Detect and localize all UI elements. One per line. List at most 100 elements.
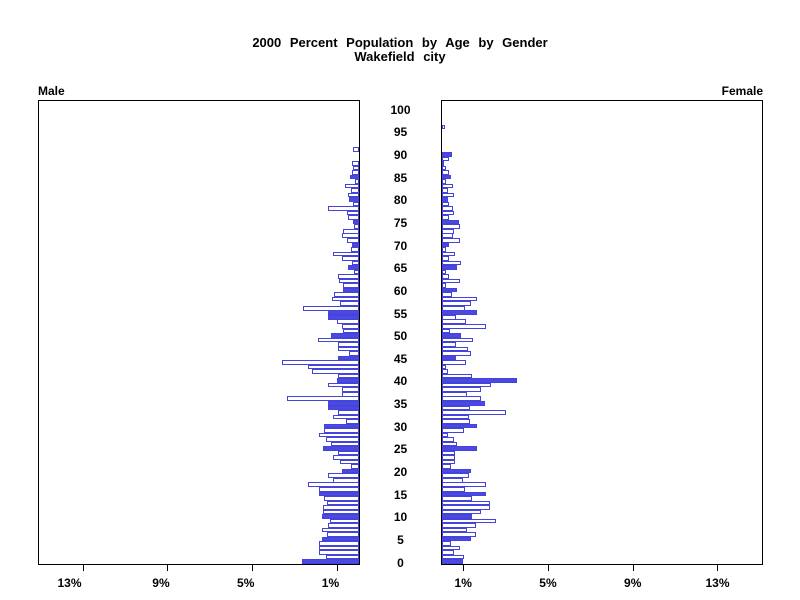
- female-bar-age-29: [442, 428, 465, 433]
- male-bar-age-53: [337, 319, 359, 325]
- male-bar-age-13: [326, 500, 359, 506]
- male-bar-age-14: [324, 496, 359, 501]
- male-bar-age-43: [307, 364, 359, 370]
- male-bar-age-34: [327, 405, 359, 411]
- female-bar-age-5: [442, 536, 471, 542]
- female-bar-age-31: [442, 419, 471, 424]
- female-bar-age-51: [442, 328, 451, 334]
- x-axis-tick: [547, 565, 549, 571]
- male-bar-age-36: [286, 396, 359, 402]
- female-bar-age-11: [442, 509, 481, 515]
- female-bar-age-7: [442, 527, 467, 533]
- female-bar-age-10: [442, 514, 472, 519]
- female-bar-age-69: [442, 247, 447, 252]
- female-bar-age-2: [442, 550, 455, 555]
- female-bar-age-74: [442, 224, 460, 230]
- female-bar-age-45: [442, 355, 456, 361]
- age-tick-label-80: 80: [393, 193, 408, 208]
- female-axis-label: Female: [721, 84, 763, 98]
- age-tick-label-40: 40: [393, 374, 408, 389]
- female-bar-age-62: [442, 278, 460, 284]
- age-tick-label-70: 70: [393, 238, 408, 253]
- male-bar-age-47: [338, 346, 359, 352]
- male-bar-age-65: [347, 265, 359, 270]
- age-tick-label-55: 55: [393, 306, 408, 321]
- female-bar-age-22: [442, 459, 456, 465]
- female-bar-age-65: [442, 265, 458, 270]
- male-bar-age-57: [339, 301, 359, 306]
- age-tick-label-30: 30: [393, 419, 408, 434]
- male-bar-age-72: [342, 233, 359, 239]
- x-axis-tick: [82, 565, 84, 571]
- female-bar-age-53: [442, 319, 466, 325]
- male-bar-age-61: [343, 283, 359, 288]
- female-bar-age-72: [442, 233, 454, 239]
- male-bar-age-84: [354, 179, 359, 184]
- male-bar-age-77: [347, 210, 359, 216]
- male-bar-age-87: [352, 165, 359, 171]
- male-bar-age-68: [332, 251, 359, 257]
- male-bar-age-41: [337, 373, 359, 379]
- female-bar-age-30: [442, 423, 477, 429]
- female-bar-age-41: [442, 373, 472, 379]
- female-bar-age-76: [442, 215, 449, 220]
- male-bar-age-62: [339, 278, 359, 284]
- male-bar-age-25: [322, 446, 359, 451]
- female-bar-age-16: [442, 486, 466, 492]
- male-bar-age-31: [345, 419, 359, 424]
- female-bar-age-84: [442, 179, 447, 184]
- male-bar-age-60: [343, 287, 359, 293]
- female-bar-age-63: [442, 274, 449, 279]
- male-bar-age-52: [341, 324, 359, 329]
- female-bar-age-89: [442, 156, 450, 162]
- female-bar-age-12: [442, 505, 490, 510]
- x-axis-tick: [717, 565, 719, 571]
- female-bar-age-34: [442, 405, 471, 411]
- male-bar-age-3: [318, 545, 359, 551]
- male-bar-age-79: [352, 201, 359, 207]
- female-bar-age-64: [442, 269, 447, 275]
- male-bar-age-11: [322, 509, 359, 515]
- male-bar-age-20: [341, 468, 359, 474]
- male-bar-age-17: [307, 482, 359, 488]
- age-tick-label-95: 95: [393, 125, 408, 140]
- age-tick-label-75: 75: [393, 215, 408, 230]
- female-bar-age-83: [442, 183, 454, 189]
- female-bar-age-57: [442, 301, 471, 306]
- female-bar-age-60: [442, 287, 457, 293]
- female-bar-age-68: [442, 251, 456, 257]
- male-bar-age-21: [350, 464, 359, 469]
- male-bar-age-78: [327, 206, 359, 211]
- female-bar-age-44: [442, 360, 466, 365]
- male-bar-age-44: [281, 360, 359, 365]
- female-bar-age-66: [442, 260, 461, 266]
- male-bar-age-54: [327, 314, 359, 320]
- female-bar-age-67: [442, 256, 450, 261]
- male-bar-age-42: [311, 369, 359, 374]
- male-bar-age-71: [347, 238, 359, 243]
- female-bar-age-1: [442, 554, 465, 560]
- female-bar-age-47: [442, 346, 469, 352]
- female-panel: 1% 5% 9% 13%: [441, 100, 763, 590]
- female-bar-age-48: [442, 342, 456, 347]
- female-bar-age-8: [442, 523, 476, 528]
- female-bar-age-42: [442, 369, 448, 374]
- female-bar-age-39: [442, 382, 491, 388]
- x-axis-tick-label: 5%: [539, 576, 557, 590]
- female-bar-age-80: [442, 197, 449, 202]
- male-bar-age-8: [328, 523, 359, 528]
- male-bar-age-32: [332, 414, 359, 420]
- male-bar-age-73: [343, 228, 359, 234]
- age-tick-label-60: 60: [393, 283, 408, 298]
- female-bar-age-15: [442, 491, 486, 497]
- female-bar-age-58: [442, 296, 477, 302]
- male-bar-age-33: [337, 410, 359, 415]
- male-bar-age-24: [338, 450, 359, 456]
- male-bar-age-67: [342, 256, 359, 261]
- age-tick-label-35: 35: [393, 397, 408, 412]
- female-bar-age-43: [442, 364, 447, 370]
- male-bar-age-49: [317, 337, 359, 343]
- female-bar-age-46: [442, 351, 471, 356]
- male-bar-age-66: [351, 260, 359, 266]
- female-bar-age-23: [442, 455, 456, 460]
